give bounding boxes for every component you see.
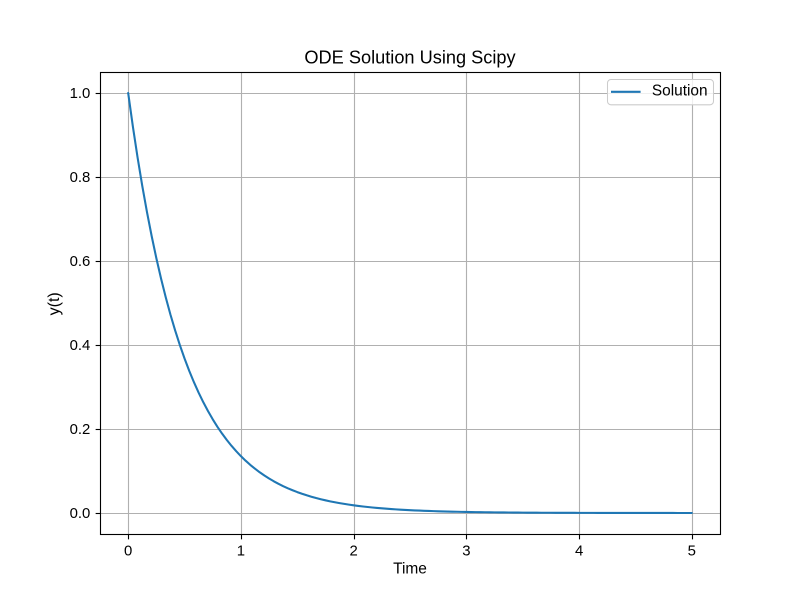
svg-text:3: 3: [462, 544, 470, 560]
svg-text:0.8: 0.8: [70, 170, 91, 186]
svg-text:Solution: Solution: [652, 83, 708, 100]
svg-text:Time: Time: [393, 561, 427, 578]
svg-text:0.4: 0.4: [70, 338, 91, 354]
svg-text:1.0: 1.0: [70, 86, 91, 102]
svg-text:0: 0: [124, 544, 132, 560]
svg-text:y(t): y(t): [46, 292, 63, 315]
svg-text:2: 2: [349, 544, 357, 560]
svg-text:1: 1: [237, 544, 245, 560]
svg-text:4: 4: [575, 544, 583, 560]
svg-text:0.0: 0.0: [70, 506, 91, 522]
svg-text:0.6: 0.6: [70, 254, 91, 270]
svg-text:5: 5: [688, 544, 696, 560]
svg-text:0.2: 0.2: [70, 422, 91, 438]
svg-text:ODE Solution Using Scipy: ODE Solution Using Scipy: [304, 48, 516, 68]
